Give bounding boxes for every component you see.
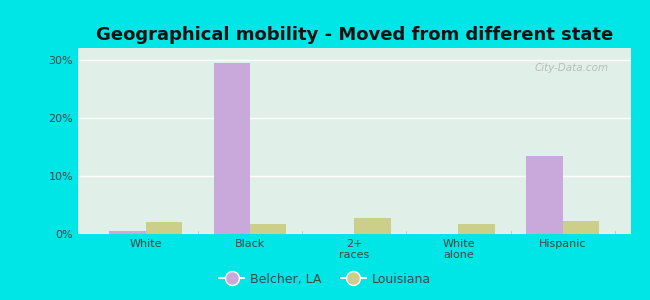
Bar bbox=[354, 218, 391, 234]
Legend: Belcher, LA, Louisiana: Belcher, LA, Louisiana bbox=[214, 268, 436, 291]
Bar bbox=[109, 231, 146, 234]
Bar bbox=[526, 155, 563, 234]
Bar bbox=[563, 221, 599, 234]
Bar bbox=[250, 224, 287, 234]
Title: Geographical mobility - Moved from different state: Geographical mobility - Moved from diffe… bbox=[96, 26, 613, 44]
Bar bbox=[213, 62, 250, 234]
Bar bbox=[146, 222, 182, 234]
Bar bbox=[458, 224, 495, 234]
Text: City-Data.com: City-Data.com bbox=[534, 63, 608, 73]
